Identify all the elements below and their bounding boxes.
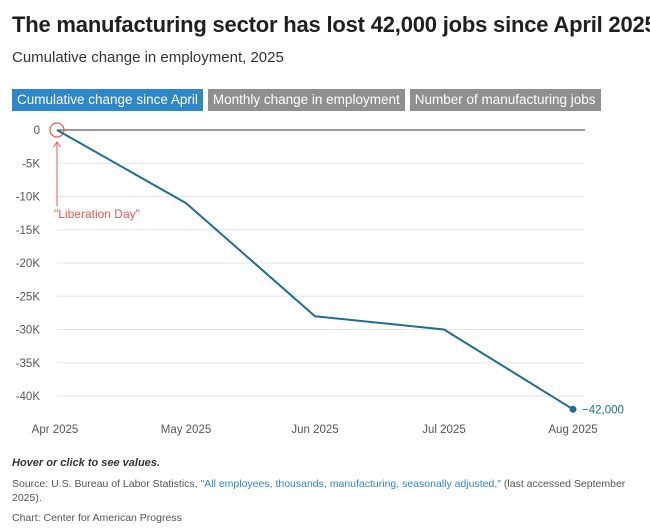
- liberation-day-annotation: "Liberation Day": [49, 122, 140, 221]
- y-tick-label: -10K: [16, 192, 41, 204]
- y-tick-label: -5K: [22, 158, 40, 170]
- y-tick-label: -30K: [16, 325, 41, 337]
- source-prefix: Source: U.S. Bureau of Labor Statistics,: [12, 478, 201, 490]
- y-axis: 0 -5K -10K -15K -20K -25K -30K -35K -40K: [16, 125, 41, 403]
- annotation-circle: [49, 122, 65, 138]
- series-line[interactable]: [56, 129, 574, 411]
- annotation-label: "Liberation Day": [54, 207, 140, 221]
- tab-monthly-change[interactable]: Monthly change in employment: [207, 89, 405, 111]
- chart-title: The manufacturing sector has lost 42,000…: [12, 12, 650, 37]
- end-value-label: −42,000: [582, 404, 624, 416]
- annotation-arrowhead: [53, 141, 61, 148]
- x-tick-label: Aug 2025: [548, 424, 597, 436]
- data-point[interactable]: [54, 127, 60, 133]
- y-tick-label: -35K: [16, 358, 41, 370]
- interaction-hint: Hover or click to see values.: [12, 457, 160, 469]
- data-point[interactable]: [183, 200, 189, 206]
- data-point[interactable]: [312, 313, 318, 319]
- chart-credit: Chart: Center for American Progress: [12, 512, 182, 524]
- line-chart[interactable]: 0 -5K -10K -15K -20K -25K -30K -35K -40K Apr 202…: [0, 112, 650, 442]
- view-tabs: Cumulative change since April Monthly ch…: [12, 89, 601, 111]
- y-tick-label: -15K: [16, 225, 41, 237]
- tab-number-of-jobs[interactable]: Number of manufacturing jobs: [409, 89, 601, 111]
- y-tick-label: -40K: [16, 391, 41, 403]
- end-point[interactable]: [569, 405, 577, 413]
- x-tick-label: Jun 2025: [291, 424, 338, 436]
- tab-cumulative-change[interactable]: Cumulative change since April: [12, 89, 203, 111]
- x-axis: Apr 2025 May 2025 Jun 2025 Jul 2025 Aug 2025: [32, 424, 598, 436]
- source-note: Source: U.S. Bureau of Labor Statistics,…: [12, 477, 632, 505]
- x-tick-label: Jul 2025: [422, 424, 465, 436]
- data-point[interactable]: [441, 327, 447, 333]
- source-suffix: (last accessed September 2025).: [12, 478, 626, 504]
- x-tick-label: May 2025: [161, 424, 212, 436]
- y-tick-label: 0: [34, 125, 40, 137]
- chart-subtitle: Cumulative change in employment, 2025: [12, 49, 284, 66]
- y-tick-label: -20K: [16, 258, 41, 270]
- series-layer[interactable]: −42,000: [54, 127, 624, 416]
- x-tick-label: Apr 2025: [32, 424, 79, 436]
- grid-lines: [57, 129, 585, 397]
- source-link[interactable]: "All employees, thousands, manufacturing…: [200, 478, 501, 490]
- y-tick-label: -25K: [16, 291, 41, 303]
